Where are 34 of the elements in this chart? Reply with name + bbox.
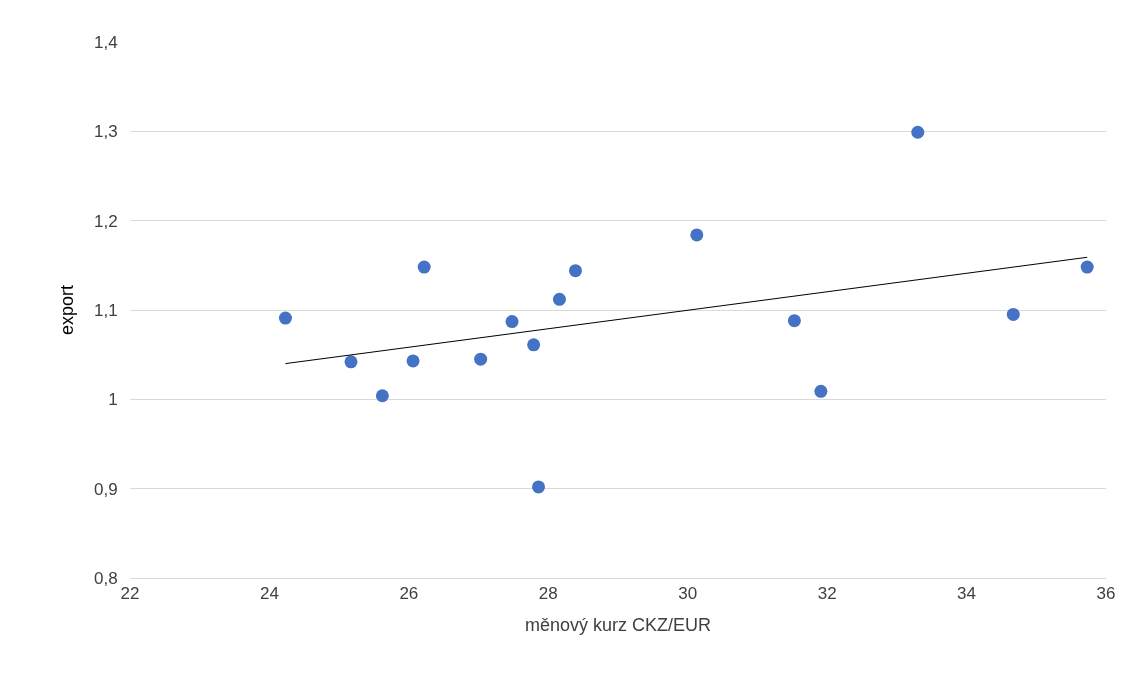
point <box>344 355 358 369</box>
point <box>690 228 704 242</box>
y-tick-label: 1,1 <box>93 300 118 320</box>
y-tick-label: 0,9 <box>93 479 118 499</box>
y-tick-label: 0,8 <box>93 568 118 588</box>
y-tick-label: 1 <box>108 390 118 410</box>
point <box>527 338 541 352</box>
y-tick-label: 1,3 <box>93 122 118 142</box>
point <box>532 480 546 494</box>
x-axis-title: měnový kurz CKZ/EUR <box>524 614 712 635</box>
point <box>1006 307 1020 321</box>
point <box>278 311 292 325</box>
x-tick-label: 22 <box>120 584 140 604</box>
point <box>474 352 488 366</box>
x-tick-label: 32 <box>817 584 837 604</box>
x-tick-label: 36 <box>1096 584 1116 604</box>
x-tick-label: 28 <box>538 584 558 604</box>
x-tick-label: 34 <box>957 584 977 604</box>
point <box>911 125 925 139</box>
y-tick-label: 1,2 <box>93 211 118 231</box>
point <box>552 292 566 306</box>
y-tick-label: 1,4 <box>93 32 118 52</box>
point <box>787 314 801 328</box>
point <box>505 315 519 329</box>
point <box>814 384 828 398</box>
x-tick-label: 26 <box>399 584 419 604</box>
x-tick-label: 30 <box>678 584 698 604</box>
point <box>417 260 431 274</box>
point <box>568 264 582 278</box>
y-axis-title: export <box>57 284 78 336</box>
point <box>375 389 389 403</box>
point <box>406 354 420 368</box>
x-tick-label: 24 <box>259 584 279 604</box>
point <box>1080 260 1094 274</box>
